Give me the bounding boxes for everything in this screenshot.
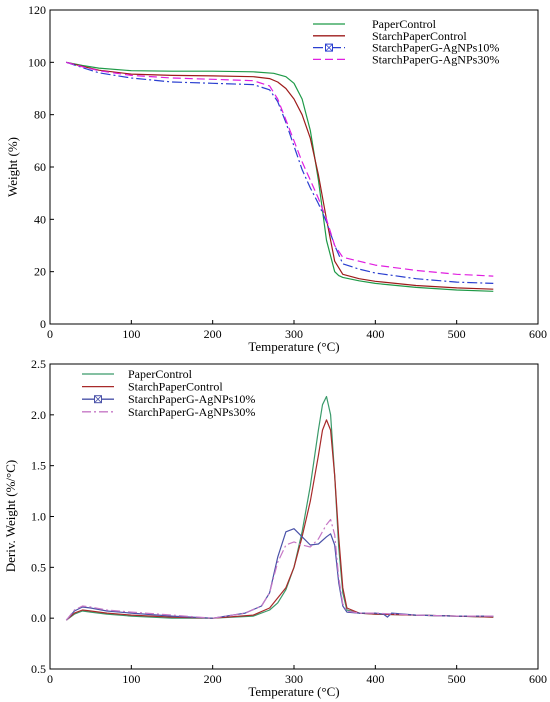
y-tick-label: 0.5: [31, 560, 46, 574]
tga-weight-chart: 0 100 200 300 400 500 600 0 20 40 60 80 100 120 Paper…: [5, 3, 547, 354]
legend-marker-cross: [325, 44, 333, 51]
legend-marker-cross: [94, 395, 102, 403]
y-tick-label: 120: [28, 3, 46, 17]
x-tick-label: 600: [529, 672, 547, 686]
x-tick-label: 600: [529, 327, 547, 341]
legend-label: StarchPaperControl: [128, 380, 223, 394]
x-tick-label: 500: [448, 672, 466, 686]
y-tick-label: 0.5: [31, 662, 46, 676]
x-axis-title: Temperature (°C): [248, 684, 339, 699]
axis-ticks: 0 100 200 300 400 500 600 0.5 0.0 0.5 1.0 1.5 2.0 2.5: [31, 357, 547, 686]
x-tick-label: 200: [204, 327, 222, 341]
series-line-2: [65, 528, 494, 621]
legend-label: StarchPaperControl: [372, 29, 467, 43]
x-tick-label: 500: [448, 327, 466, 341]
y-tick-label: 20: [34, 265, 46, 279]
y-tick-label: 80: [34, 108, 46, 122]
y-tick-label: 1.5: [31, 459, 46, 473]
series-line-1: [65, 419, 494, 621]
series-group: [66, 61, 494, 292]
x-tick-label: 0: [47, 672, 53, 686]
series-line-0: [65, 395, 494, 621]
dtg-derivative-chart: 0 100 200 300 400 500 600 0.5 0.0 0.5 1.0 1.5 2.0 2.5…: [3, 357, 547, 699]
y-axis-title: Weight (%): [5, 137, 20, 197]
legend: PaperControlStarchPaperControlStarchPape…: [313, 17, 499, 66]
y-tick-label: 40: [34, 212, 46, 226]
legend: PaperControlStarchPaperControlStarchPape…: [82, 367, 255, 419]
x-tick-label: 0: [47, 327, 53, 341]
axis-ticks: 0 100 200 300 400 500 600 0 20 40 60 80 100 120: [28, 3, 547, 341]
x-tick-label: 100: [122, 327, 140, 341]
y-axis-title: Deriv. Weight (%/°C): [3, 460, 18, 572]
legend-label: StarchPaperG-AgNPs30%: [128, 405, 255, 419]
y-tick-label: 100: [28, 55, 46, 69]
x-tick-label: 400: [366, 327, 384, 341]
series-line-0: [66, 61, 494, 292]
series-group: [65, 395, 494, 621]
legend-label: PaperControl: [128, 367, 193, 381]
legend-label: StarchPaperG-AgNPs10%: [128, 392, 255, 406]
y-tick-label: 1.0: [31, 510, 46, 524]
series-line-3: [65, 518, 494, 621]
x-tick-label: 100: [122, 672, 140, 686]
y-tick-label: 0.0: [31, 611, 46, 625]
y-tick-label: 2.5: [31, 357, 46, 371]
y-tick-label: 60: [34, 160, 46, 174]
series-line-2: [66, 61, 494, 284]
series-line-3: [66, 61, 494, 277]
legend-label: PaperControl: [372, 17, 437, 31]
x-tick-label: 300: [285, 327, 303, 341]
x-tick-label: 400: [366, 672, 384, 686]
series-line-1: [66, 61, 494, 290]
y-tick-label: 0: [40, 317, 46, 331]
plot-frame: [49, 363, 539, 670]
x-tick-label: 300: [285, 672, 303, 686]
x-axis-title: Temperature (°C): [248, 339, 339, 354]
legend-label: StarchPaperG-AgNPs30%: [372, 52, 499, 66]
x-tick-label: 200: [204, 672, 222, 686]
legend-label: StarchPaperG-AgNPs10%: [372, 41, 499, 55]
y-tick-label: 2.0: [31, 408, 46, 422]
